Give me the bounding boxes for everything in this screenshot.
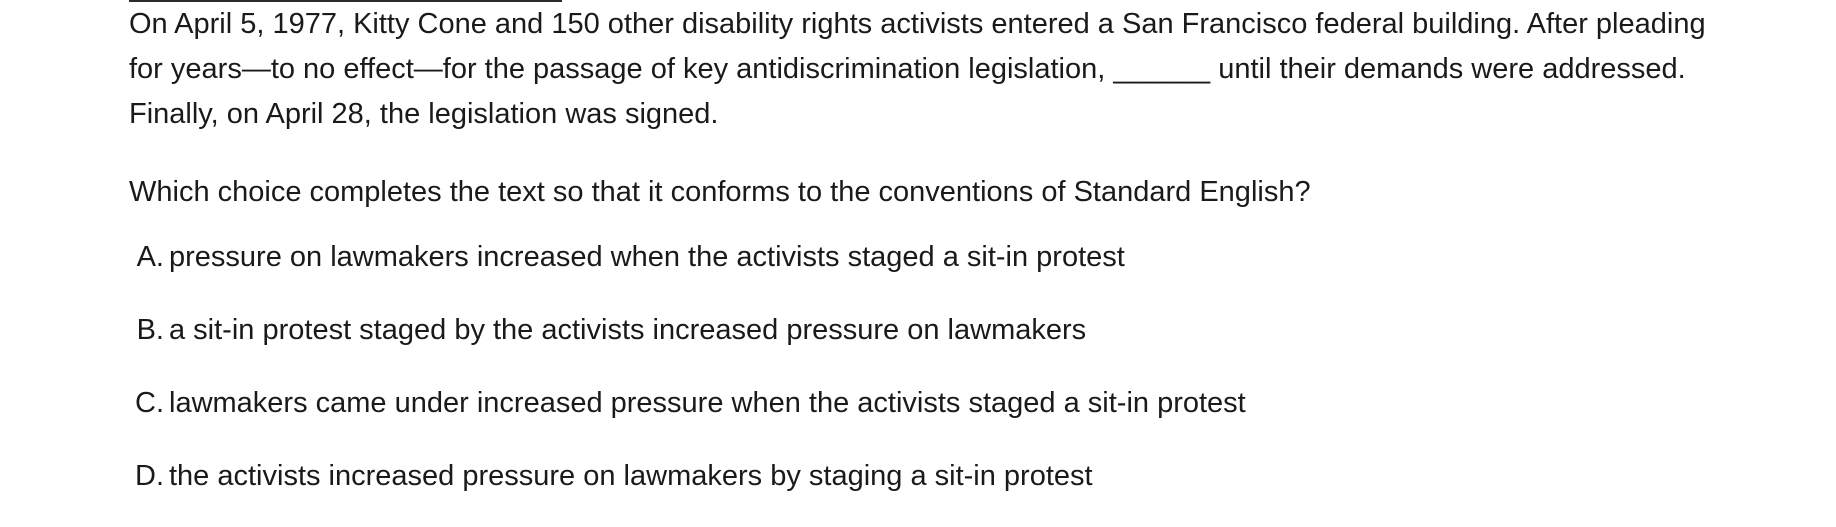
choice-text: a sit-in protest staged by the activists… bbox=[169, 314, 1087, 346]
passage-text: On April 5, 1977, Kitty Cone and 150 oth… bbox=[129, 0, 1719, 137]
choice-text: pressure on lawmakers increased when the… bbox=[169, 241, 1125, 273]
question-prompt: Which choice completes the text so that … bbox=[129, 176, 1311, 208]
choice-text: the activists increased pressure on lawm… bbox=[169, 460, 1093, 492]
answer-choices: A. pressure on lawmakers increased when … bbox=[129, 235, 1729, 499]
passage-after-blank: until their demands were addressed. Fina… bbox=[129, 53, 1686, 130]
passage-before-blank: On April 5, 1977, Kitty Cone and 150 oth… bbox=[129, 8, 1706, 85]
top-divider bbox=[129, 0, 562, 2]
choice-c[interactable]: C. lawmakers came under increased pressu… bbox=[129, 381, 1729, 426]
passage-blank: ______ bbox=[1113, 53, 1211, 85]
choice-a[interactable]: A. pressure on lawmakers increased when … bbox=[129, 235, 1729, 280]
choice-text: lawmakers came under increased pressure … bbox=[169, 387, 1246, 419]
choice-d[interactable]: D. the activists increased pressure on l… bbox=[129, 454, 1729, 499]
choice-letter: D. bbox=[135, 460, 164, 492]
choice-letter: A. bbox=[136, 241, 164, 273]
question-content: On April 5, 1977, Kitty Cone and 150 oth… bbox=[129, 0, 1729, 527]
choice-letter: B. bbox=[136, 314, 164, 346]
choice-letter: C. bbox=[135, 387, 164, 419]
choice-b[interactable]: B. a sit-in protest staged by the activi… bbox=[129, 308, 1729, 353]
